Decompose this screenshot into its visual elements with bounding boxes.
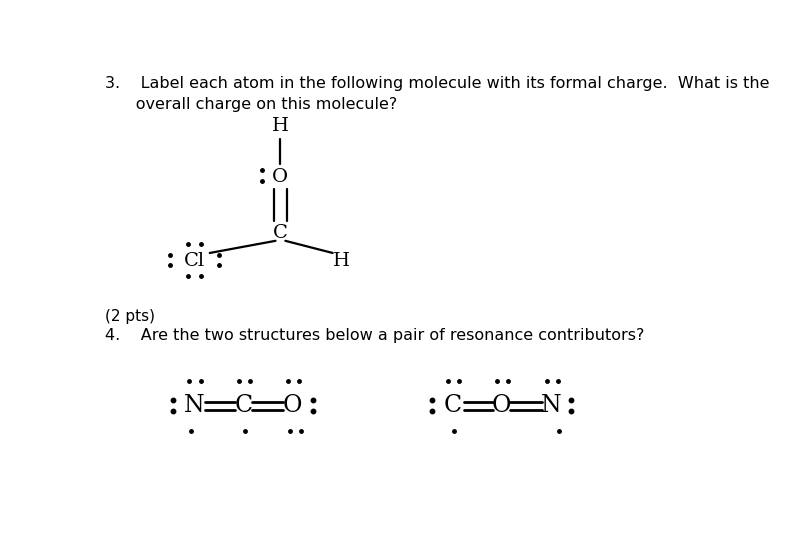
Text: overall charge on this molecule?: overall charge on this molecule? (105, 97, 397, 112)
Text: H: H (272, 117, 289, 135)
Text: O: O (492, 394, 511, 417)
Text: C: C (273, 224, 288, 243)
Text: N: N (541, 394, 561, 417)
Text: (2 pts): (2 pts) (105, 309, 155, 324)
Text: C: C (235, 394, 253, 417)
Text: C: C (443, 394, 462, 417)
Text: O: O (283, 394, 302, 417)
Text: Cl: Cl (184, 252, 205, 270)
Text: 3.    Label each atom in the following molecule with its formal charge.  What is: 3. Label each atom in the following mole… (105, 76, 770, 91)
Text: 4.    Are the two structures below a pair of resonance contributors?: 4. Are the two structures below a pair o… (105, 328, 645, 343)
Text: O: O (272, 168, 289, 186)
Text: H: H (333, 252, 351, 270)
Text: N: N (184, 394, 205, 417)
